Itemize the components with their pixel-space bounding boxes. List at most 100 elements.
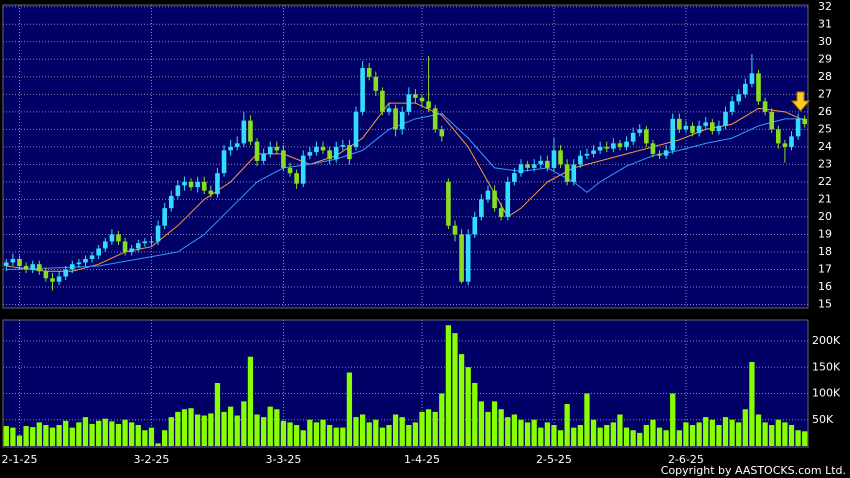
volume-bar xyxy=(571,427,577,446)
candle-body xyxy=(637,129,643,133)
candle-body xyxy=(248,120,253,142)
candle-body xyxy=(69,264,75,270)
candle-body xyxy=(525,164,530,168)
volume-bar xyxy=(175,411,181,446)
volume-bar xyxy=(96,420,102,446)
volume-bar xyxy=(274,409,280,446)
volume-bar xyxy=(49,427,56,446)
candle-body xyxy=(492,190,497,209)
y-tick-label: 23 xyxy=(818,157,832,170)
copyright: Copyright by AASTOCKS.com Ltd. xyxy=(661,464,846,477)
volume-bar xyxy=(320,419,326,446)
volume-bar xyxy=(69,427,75,446)
plot-layer: 15 16 17 18 19 20 21 22 23 24 25 26 27 28 29 30 31 32 50K 1… xyxy=(2,0,841,466)
candle-body xyxy=(505,181,511,217)
candle-body xyxy=(360,68,365,112)
candle-body xyxy=(465,234,471,282)
volume-bar xyxy=(247,356,254,446)
candle-body xyxy=(578,155,583,165)
volume-tick-label: 200K xyxy=(812,334,841,347)
volume-bar xyxy=(280,420,287,446)
candle-body xyxy=(168,195,174,209)
candle-body xyxy=(122,241,128,252)
volume-bar xyxy=(524,422,531,446)
candle-body xyxy=(10,258,16,263)
volume-bar xyxy=(162,430,168,446)
volume-bar xyxy=(782,422,788,446)
candle-body xyxy=(749,73,755,84)
y-tick-label: 16 xyxy=(818,280,832,293)
volume-bar xyxy=(366,422,372,446)
volume-bar xyxy=(234,415,240,446)
candle-body xyxy=(663,150,669,156)
volume-bar xyxy=(650,419,656,446)
volume-bar xyxy=(340,427,346,446)
y-tick-label: 29 xyxy=(818,52,832,65)
volume-bar xyxy=(399,417,405,446)
candle-body xyxy=(518,164,524,174)
y-tick-label: 22 xyxy=(818,175,832,188)
x-tick-label: 2-5-25 xyxy=(536,453,572,466)
y-tick-label: 18 xyxy=(818,245,832,258)
candle-body xyxy=(630,132,636,142)
candle-body xyxy=(406,94,412,112)
volume-bar xyxy=(472,383,478,446)
volume-bar xyxy=(762,422,768,446)
candle-body xyxy=(584,153,590,156)
volume-bar xyxy=(181,409,188,446)
volume-bar xyxy=(478,401,485,446)
volume-bar xyxy=(208,413,214,446)
candle-body xyxy=(538,160,544,165)
candle-body xyxy=(234,143,240,147)
candle-body xyxy=(83,258,88,263)
candle-body xyxy=(399,111,405,130)
volume-bar xyxy=(775,419,781,446)
candle-body xyxy=(716,125,722,132)
volume-bar xyxy=(538,427,544,446)
candle-body xyxy=(597,146,603,151)
candle-body xyxy=(327,150,332,160)
volume-bar xyxy=(709,419,715,446)
candle-body xyxy=(479,199,484,217)
volume-bar xyxy=(722,417,729,446)
volume-bar xyxy=(148,427,155,446)
candle-body xyxy=(512,173,517,182)
candle-body xyxy=(96,248,101,256)
volume-bar xyxy=(129,422,135,446)
volume-bar xyxy=(406,425,412,446)
y-tick-label: 27 xyxy=(818,87,832,100)
candle-body xyxy=(307,152,313,156)
volume-bar xyxy=(373,419,379,446)
volume-bar xyxy=(76,422,82,446)
volume-bar xyxy=(663,430,669,446)
volume-bar xyxy=(23,426,29,446)
volume-bar xyxy=(386,425,392,446)
volume-tick-label: 50K xyxy=(812,413,834,426)
candle-body xyxy=(195,181,200,188)
candle-body xyxy=(531,164,537,168)
volume-bar xyxy=(511,414,518,446)
volume-bar xyxy=(56,425,62,446)
candle-body xyxy=(683,125,689,130)
candle-body xyxy=(294,173,299,184)
candle-body xyxy=(545,160,550,168)
volume-bar xyxy=(736,422,742,446)
y-tick-label: 31 xyxy=(818,17,832,30)
y-tick-label: 25 xyxy=(818,122,832,135)
candle-body xyxy=(657,153,662,156)
volume-bar xyxy=(135,425,141,446)
candle-body xyxy=(340,145,346,147)
y-tick-label: 17 xyxy=(818,262,832,275)
volume-bar xyxy=(3,426,9,446)
volume-tick-label: 100K xyxy=(812,387,841,400)
volume-bar xyxy=(445,325,452,446)
volume-bar xyxy=(439,393,445,446)
candle-body xyxy=(373,76,379,91)
volume-bar xyxy=(379,427,386,446)
candle-body xyxy=(287,167,293,174)
candle-body xyxy=(795,118,801,137)
volume-bar xyxy=(590,419,597,446)
volume-bar xyxy=(63,420,69,446)
candle-body xyxy=(677,118,682,130)
candle-body xyxy=(729,101,735,112)
